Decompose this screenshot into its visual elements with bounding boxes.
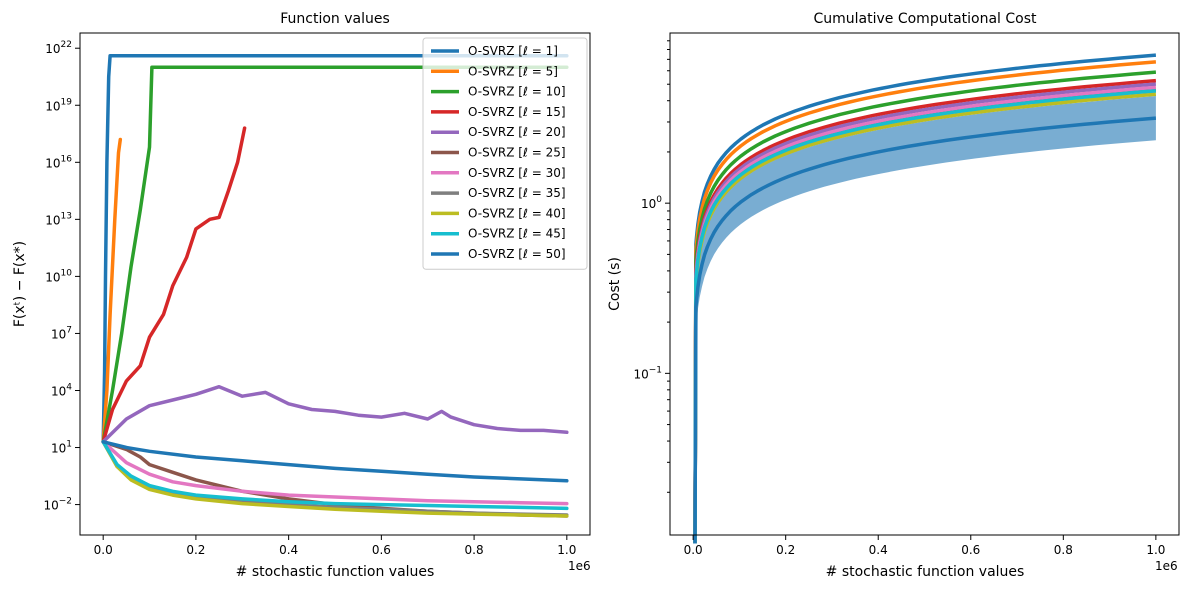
x-tick-label: 1.0 <box>1146 543 1165 557</box>
x-tick-label: 0.8 <box>1054 543 1073 557</box>
y-tick-label: 100 <box>641 195 662 211</box>
y-tick-label: 1022 <box>45 40 72 56</box>
series-line-7 <box>101 440 569 506</box>
x-tick-label: 0.2 <box>186 543 205 557</box>
x-tick-label: 0.4 <box>279 543 298 557</box>
cost-line-11 <box>693 116 1157 544</box>
left-x-axis-label: # stochastic function values <box>236 564 435 580</box>
cost-line-5 <box>693 82 1157 544</box>
right-title: Cumulative Computational Cost <box>813 11 1037 27</box>
left-x-offset-label: 1e6 <box>568 559 591 573</box>
series-line-3 <box>101 65 569 444</box>
x-tick-label: 0.2 <box>776 543 795 557</box>
left-axes-frame <box>79 32 591 536</box>
cost-line-4 <box>693 78 1157 544</box>
cost-line-7 <box>693 85 1157 544</box>
left-y-axis-label: F(xᵗ) − F(x*) <box>12 241 28 327</box>
cost-line-9 <box>693 92 1157 544</box>
cost-line-10 <box>693 89 1157 544</box>
series-line-11 <box>101 440 569 483</box>
series-line-5 <box>101 384 569 444</box>
right-x-axis-label: # stochastic function values <box>826 564 1025 580</box>
legend-label: O-SVRZ [ℓ = 45] <box>468 227 566 241</box>
legend-label: O-SVRZ [ℓ = 15] <box>468 105 566 119</box>
y-tick-label: 107 <box>51 325 72 341</box>
legend-label: O-SVRZ [ℓ = 20] <box>468 125 566 139</box>
legend-label: O-SVRZ [ℓ = 5] <box>468 64 558 78</box>
legend-box <box>422 37 588 270</box>
right-x-offset-label: 1e6 <box>1155 559 1178 573</box>
cost-line-3 <box>693 70 1157 544</box>
computational-cost-panel: Cumulative Computational Cost 0.0 0.2 0.4 0… <box>607 11 1180 580</box>
x-tick-label: 0.0 <box>684 543 703 557</box>
left-title: Function values <box>280 11 390 27</box>
y-tick-label: 101 <box>51 440 72 456</box>
legend-label: O-SVRZ [ℓ = 25] <box>468 146 566 160</box>
function-values-panel: Function values 0.0 0.2 0.4 0.6 0.8 1.0 10−2 1… <box>12 11 591 580</box>
y-tick-label: 1010 <box>45 268 72 284</box>
x-tick-label: 0.8 <box>465 543 484 557</box>
y-tick-label: 1019 <box>45 97 72 113</box>
variance-band <box>695 96 1156 544</box>
x-tick-label: 0.6 <box>961 543 980 557</box>
series-line-2 <box>101 137 123 444</box>
x-tick-label: 0.0 <box>94 543 113 557</box>
legend-label: O-SVRZ [ℓ = 30] <box>468 166 566 180</box>
y-tick-label: 1016 <box>45 154 72 170</box>
series-line-10 <box>101 440 569 511</box>
cost-line-1 <box>693 53 1157 544</box>
legend-label: O-SVRZ [ℓ = 10] <box>468 85 566 99</box>
right-axes-frame <box>669 32 1180 536</box>
y-tick-label: 10−2 <box>43 497 72 513</box>
right-y-axis-label: Cost (s) <box>607 257 623 311</box>
x-tick-label: 0.6 <box>372 543 391 557</box>
legend-label: O-SVRZ [ℓ = 40] <box>468 206 566 220</box>
x-tick-label: 0.4 <box>869 543 888 557</box>
series-line-1 <box>101 54 569 444</box>
series-line-9 <box>101 440 569 518</box>
y-tick-label: 104 <box>51 382 72 398</box>
cost-line-2 <box>693 60 1157 544</box>
legend-label: O-SVRZ [ℓ = 50] <box>468 247 566 261</box>
legend-label: O-SVRZ [ℓ = 1] <box>468 44 558 58</box>
y-tick-label: 10−1 <box>633 365 662 381</box>
legend: O-SVRZ [ℓ = 1] O-SVRZ [ℓ = 5] O-SVRZ [ℓ = … <box>422 37 588 270</box>
series-line-4 <box>101 126 247 444</box>
y-tick-label: 1013 <box>45 211 72 227</box>
x-tick-label: 1.0 <box>557 543 576 557</box>
legend-label: O-SVRZ [ℓ = 35] <box>468 186 566 200</box>
